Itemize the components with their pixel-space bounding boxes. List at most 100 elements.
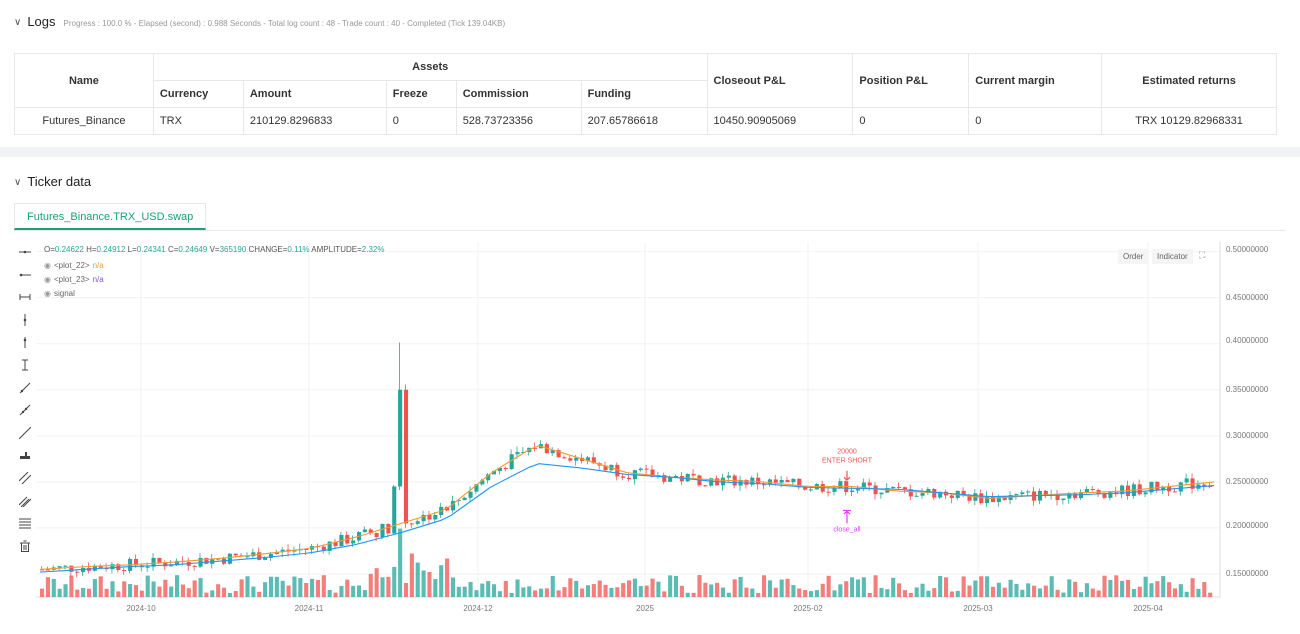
candle-body (63, 565, 68, 567)
horizontal-segment-icon[interactable] (18, 290, 32, 304)
eye-icon[interactable]: ◉ (44, 261, 51, 270)
expand-icon[interactable]: ⛶ (1199, 250, 1206, 260)
volume-bar (151, 581, 156, 597)
candle-body (920, 493, 925, 496)
volume-bar (527, 586, 532, 597)
eye-icon[interactable]: ◉ (44, 275, 51, 284)
candle-body (1067, 493, 1072, 499)
volume-bar (480, 583, 485, 597)
fib-retracement-icon[interactable] (18, 516, 32, 530)
cell-margin: 0 (968, 107, 1103, 135)
ticker-title: Ticker data (27, 174, 92, 189)
volume-bar (650, 578, 655, 597)
candle-body (75, 571, 80, 573)
volume-bar (192, 580, 197, 597)
vertical-segment-icon[interactable] (18, 358, 32, 372)
candle-body (703, 485, 708, 487)
volume-bar (885, 589, 890, 597)
trash-icon[interactable] (18, 539, 32, 553)
candle-body (327, 541, 332, 551)
trend-line-icon[interactable] (18, 381, 32, 395)
volume-bar (585, 585, 591, 597)
volume-bar (368, 573, 373, 597)
chevron-down-icon[interactable]: ∨ (14, 17, 22, 28)
ray-line-icon[interactable] (18, 403, 32, 417)
candle-body (996, 496, 1001, 503)
candle-body (462, 497, 467, 501)
volume-bar (63, 584, 68, 597)
volume-bar (462, 586, 467, 597)
x-tick-label: 2024-10 (126, 604, 156, 613)
volume-bar (227, 592, 232, 597)
eye-icon[interactable]: ◉ (44, 289, 51, 298)
legend-label: <plot_23> (53, 275, 90, 284)
order-button[interactable]: Order (1118, 249, 1149, 264)
tab-trx-usd-swap[interactable]: Futures_Binance.TRX_USD.swap (14, 203, 207, 230)
volume-bar (949, 591, 954, 597)
indicator-button[interactable]: Indicator (1152, 249, 1193, 264)
candle-body (979, 493, 984, 504)
candle-body (57, 566, 62, 568)
volume-bar (133, 585, 139, 597)
header-name: Name (14, 53, 154, 108)
candle-body (533, 447, 538, 449)
legend-plot-22[interactable]: ◉ <plot_22> n/a (44, 261, 104, 270)
candle-body (585, 457, 591, 461)
legend-plot-23[interactable]: ◉ <plot_23> n/a (44, 275, 104, 284)
low-label: L= (127, 245, 137, 254)
logs-header[interactable]: ∨ Logs Progress : 100.0 % - Elapsed (sec… (14, 14, 505, 29)
volume-bar (920, 583, 925, 597)
candle-body (861, 482, 866, 490)
volume-bar (1161, 576, 1166, 597)
volume-bar (1172, 588, 1178, 597)
volume-bar (668, 575, 673, 597)
cell-commission: 528.73723356 (455, 107, 582, 135)
y-tick-label: 0.50000000 (1226, 245, 1269, 254)
vertical-line-icon[interactable] (18, 313, 32, 327)
candle-body (1184, 478, 1189, 483)
candle-body (163, 562, 168, 567)
volume-bar (744, 587, 749, 597)
close-value: 0.24649 (178, 245, 208, 254)
pitchfork-icon[interactable] (18, 494, 32, 508)
price-chart[interactable]: 20000 ENTER SHORT close_all (0, 157, 1300, 634)
vertical-ray-icon[interactable] (18, 335, 32, 349)
candle-body (1120, 485, 1125, 495)
volume-bar (785, 578, 790, 597)
candle-body (474, 484, 479, 492)
ticker-header[interactable]: ∨ Ticker data (14, 174, 91, 189)
volume-bar (1049, 576, 1054, 597)
header-assets: Assets (152, 53, 708, 81)
candle-body (627, 477, 632, 480)
volume-bar (204, 592, 209, 597)
volume-bar (298, 578, 303, 597)
volume-bar (380, 577, 385, 597)
volume-bar (691, 592, 696, 597)
candle-body (321, 546, 326, 551)
header-amount: Amount (242, 80, 387, 108)
legend-signal[interactable]: ◉ signal (44, 289, 75, 298)
candle-body (855, 489, 861, 491)
extended-line-icon[interactable] (18, 426, 32, 440)
horizontal-line-icon[interactable] (18, 245, 32, 259)
volume-bar (861, 577, 866, 597)
volume-bar (720, 587, 726, 597)
volume-bar (104, 588, 109, 597)
y-tick-label: 0.20000000 (1226, 521, 1269, 530)
horizontal-ray-icon[interactable] (18, 268, 32, 282)
candle-body (1090, 489, 1095, 491)
candle-body (274, 552, 279, 554)
logs-meta: Progress : 100.0 % - Elapsed (second) : … (63, 19, 506, 28)
volume-bar (403, 582, 409, 597)
parallel-channel-icon[interactable] (18, 471, 32, 485)
candle-body (1178, 482, 1183, 492)
chevron-down-icon[interactable]: ∨ (14, 177, 22, 188)
volume-bar (110, 581, 115, 597)
candle-body (1102, 493, 1107, 498)
volume-bar (1167, 582, 1172, 597)
candle-body (292, 550, 297, 552)
price-label-icon[interactable] (18, 448, 32, 462)
volume-bar (145, 575, 150, 597)
volume-bar (791, 585, 796, 597)
candle-body (1002, 496, 1007, 500)
